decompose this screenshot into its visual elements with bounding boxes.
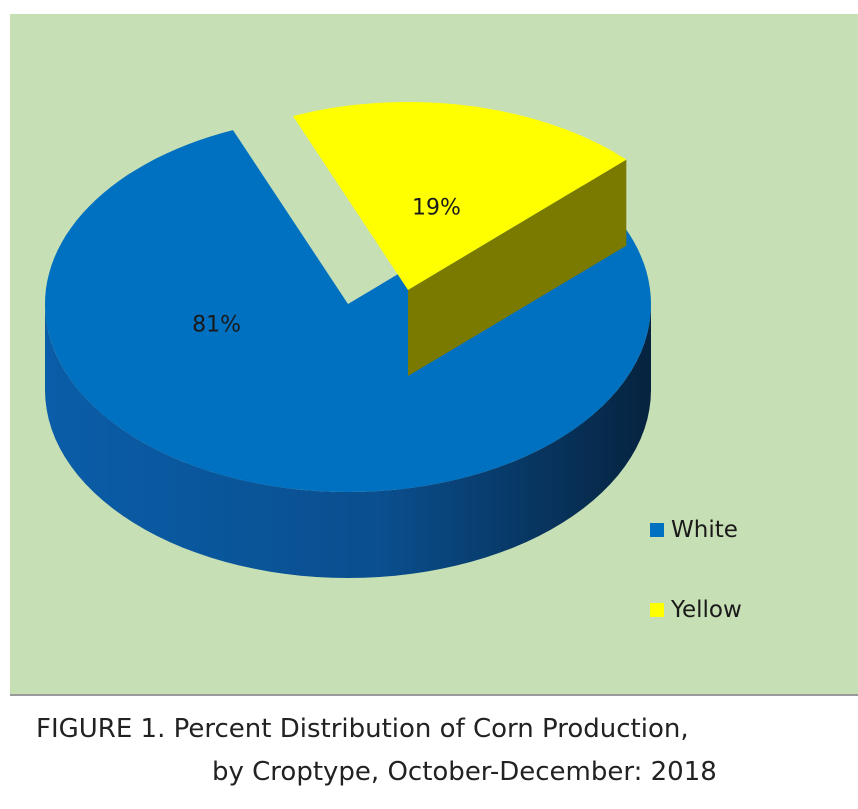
chart-panel: 81% 19% White Yellow [10, 14, 858, 694]
legend-label-yellow: Yellow [671, 597, 742, 623]
caption-line-1: FIGURE 1. Percent Distribution of Corn P… [36, 714, 689, 744]
pie-slice-yellow [293, 102, 627, 290]
legend-label-white: White [671, 517, 738, 543]
pie-slice-side-white-0 [45, 304, 651, 578]
data-label-yellow: 19% [412, 195, 461, 220]
data-label-white: 81% [192, 313, 241, 338]
panel-divider [10, 694, 858, 696]
caption-line-2: by Croptype, October-December: 2018 [212, 757, 717, 787]
pie-chart: 81% 19% [45, 102, 651, 578]
pie-slice-cut-yellow [408, 159, 627, 376]
legend-entry-yellow: Yellow [650, 597, 742, 623]
legend-swatch-yellow [650, 603, 664, 617]
legend-swatch-white [650, 523, 664, 537]
legend-entry-white: White [650, 517, 738, 543]
